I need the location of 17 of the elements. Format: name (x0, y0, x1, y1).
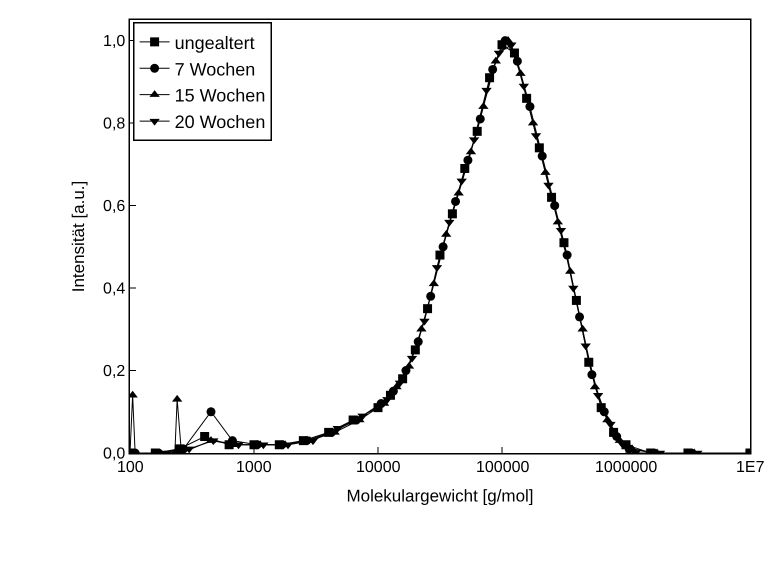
y-tick-label: 0,2 (103, 363, 126, 380)
y-tick-label: 0,4 (103, 280, 126, 298)
x-tick-label: 100 (117, 459, 144, 476)
x-tick-label: 10000 (356, 459, 401, 476)
legend-label: ungealtert (174, 32, 255, 53)
y-tick-label: 1,0 (103, 33, 126, 50)
y-tick-label: 0,8 (103, 116, 126, 133)
legend-label: 15 Wochen (174, 86, 266, 106)
legend-label: 20 Wochen (174, 112, 266, 132)
x-tick-label: 1000000 (595, 459, 658, 476)
x-tick-label: 100000 (476, 459, 530, 476)
legend-label: 7 Wochen (174, 59, 256, 80)
y-tick-label: 0,6 (103, 198, 126, 216)
y-axis-title: Intensität [a.u.] (68, 180, 88, 292)
x-tick-label: 1E7 (736, 459, 765, 476)
x-axis-title: Molekulargewicht [g/mol] (346, 486, 534, 506)
x-tick-label: 1000 (236, 459, 272, 476)
